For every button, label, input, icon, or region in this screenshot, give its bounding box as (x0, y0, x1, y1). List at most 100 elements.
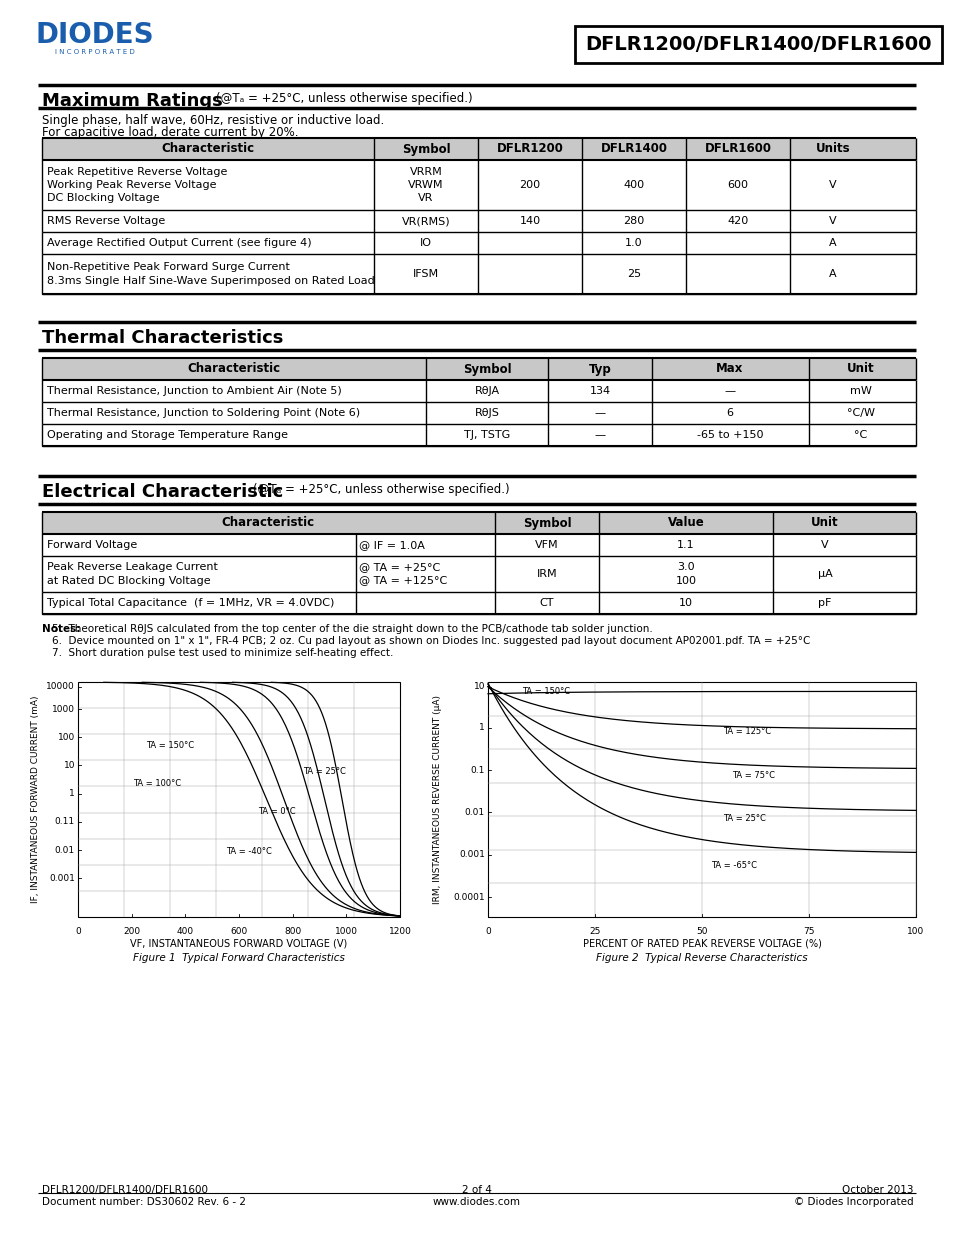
Text: 0.11: 0.11 (55, 818, 75, 826)
Text: 0: 0 (485, 927, 491, 936)
Text: Unit: Unit (846, 363, 874, 375)
Bar (42, 513, 915, 534)
Text: A: A (828, 238, 836, 248)
Text: 3.0: 3.0 (677, 562, 694, 573)
Text: 75: 75 (802, 927, 814, 936)
Text: TA = 125°C: TA = 125°C (722, 727, 771, 736)
Text: 400: 400 (622, 180, 644, 190)
Text: °C/W: °C/W (846, 408, 874, 417)
Text: 0.01: 0.01 (55, 846, 75, 855)
Text: 0.01: 0.01 (464, 808, 484, 816)
Text: Average Rectified Output Current (see figure 4): Average Rectified Output Current (see fi… (47, 238, 312, 248)
Text: 5.  Theoretical RθJS calculated from the top center of the die straight down to : 5. Theoretical RθJS calculated from the … (52, 624, 652, 634)
Text: 1000: 1000 (335, 927, 357, 936)
Text: IF, INSTANTANEOUS FORWARD CURRENT (mA): IF, INSTANTANEOUS FORWARD CURRENT (mA) (31, 695, 40, 903)
Text: Max: Max (716, 363, 743, 375)
Text: DFLR1400: DFLR1400 (599, 142, 667, 156)
Text: —: — (594, 430, 605, 440)
Text: 6: 6 (726, 408, 733, 417)
Text: Peak Repetitive Reverse Voltage: Peak Repetitive Reverse Voltage (47, 167, 227, 177)
Text: 100: 100 (58, 732, 75, 742)
Text: Forward Voltage: Forward Voltage (47, 540, 137, 550)
Text: 6.  Device mounted on 1" x 1", FR-4 PCB; 2 oz. Cu pad layout as shown on Diodes : 6. Device mounted on 1" x 1", FR-4 PCB; … (52, 636, 809, 646)
Text: 200: 200 (123, 927, 140, 936)
Text: (@Tₐ = +25°C, unless otherwise specified.): (@Tₐ = +25°C, unless otherwise specified… (253, 483, 509, 496)
Text: DFLR1200: DFLR1200 (497, 142, 563, 156)
Text: pF: pF (818, 598, 831, 608)
Text: 1200: 1200 (388, 927, 411, 936)
Text: VRRM: VRRM (409, 167, 442, 177)
Text: IO: IO (419, 238, 432, 248)
Text: 100: 100 (675, 576, 696, 585)
Text: Typ: Typ (588, 363, 611, 375)
Text: VR(RMS): VR(RMS) (401, 216, 450, 226)
Text: CT: CT (539, 598, 554, 608)
Text: @ IF = 1.0A: @ IF = 1.0A (358, 540, 424, 550)
Text: 8.3ms Single Half Sine-Wave Superimposed on Rated Load: 8.3ms Single Half Sine-Wave Superimposed… (47, 275, 375, 285)
Text: 0.001: 0.001 (458, 850, 484, 860)
Text: V: V (828, 180, 836, 190)
Text: For capacitive load, derate current by 20%.: For capacitive load, derate current by 2… (42, 126, 298, 140)
Text: RMS Reverse Voltage: RMS Reverse Voltage (47, 216, 165, 226)
Text: (@Tₐ = +25°C, unless otherwise specified.): (@Tₐ = +25°C, unless otherwise specified… (215, 91, 472, 105)
Text: TA = 25°C: TA = 25°C (722, 814, 765, 823)
Text: Thermal Resistance, Junction to Ambient Air (Note 5): Thermal Resistance, Junction to Ambient … (47, 387, 341, 396)
Text: TA = 75°C: TA = 75°C (731, 772, 774, 781)
Text: Symbol: Symbol (462, 363, 511, 375)
Text: Single phase, half wave, 60Hz, resistive or inductive load.: Single phase, half wave, 60Hz, resistive… (42, 114, 384, 127)
Text: 1: 1 (70, 789, 75, 798)
Text: Unit: Unit (810, 516, 838, 530)
Text: 100: 100 (906, 927, 923, 936)
Text: 600: 600 (230, 927, 248, 936)
Text: mW: mW (849, 387, 871, 396)
Text: 7.  Short duration pulse test used to minimize self-heating effect.: 7. Short duration pulse test used to min… (52, 648, 393, 658)
Text: 0.1: 0.1 (470, 766, 484, 774)
Bar (575, 26, 941, 63)
Text: VRWM: VRWM (408, 180, 443, 190)
Text: 1.0: 1.0 (624, 238, 642, 248)
Text: V: V (828, 216, 836, 226)
Text: Characteristic: Characteristic (161, 142, 254, 156)
Text: IRM: IRM (537, 569, 557, 579)
Text: —: — (723, 387, 735, 396)
Text: 140: 140 (518, 216, 540, 226)
Text: Characteristic: Characteristic (187, 363, 280, 375)
Text: μA: μA (817, 569, 832, 579)
Text: 420: 420 (726, 216, 748, 226)
Text: TJ, TSTG: TJ, TSTG (463, 430, 510, 440)
Text: DFLR1200/DFLR1400/DFLR1600
Document number: DS30602 Rev. 6 - 2: DFLR1200/DFLR1400/DFLR1600 Document numb… (42, 1186, 246, 1207)
Bar (42, 358, 915, 380)
Text: Units: Units (815, 142, 849, 156)
Text: 1.1: 1.1 (677, 540, 694, 550)
Text: TA = 100°C: TA = 100°C (132, 778, 181, 788)
Text: PERCENT OF RATED PEAK REVERSE VOLTAGE (%): PERCENT OF RATED PEAK REVERSE VOLTAGE (%… (582, 939, 821, 948)
Text: RθJS: RθJS (474, 408, 499, 417)
Text: 800: 800 (284, 927, 301, 936)
Text: VR: VR (417, 193, 434, 203)
Bar (488, 682, 915, 918)
Text: Non-Repetitive Peak Forward Surge Current: Non-Repetitive Peak Forward Surge Curren… (47, 263, 290, 273)
Text: 10: 10 (679, 598, 692, 608)
Text: 400: 400 (176, 927, 193, 936)
Text: 0.0001: 0.0001 (453, 893, 484, 902)
Text: Symbol: Symbol (522, 516, 571, 530)
Text: @ TA = +25°C: @ TA = +25°C (358, 562, 439, 573)
Text: Peak Reverse Leakage Current: Peak Reverse Leakage Current (47, 562, 217, 573)
Text: 10000: 10000 (46, 682, 75, 692)
Text: TA = 0°C: TA = 0°C (258, 806, 295, 816)
Text: VFM: VFM (535, 540, 558, 550)
Text: IRM, INSTANTANEOUS REVERSE CURRENT (μA): IRM, INSTANTANEOUS REVERSE CURRENT (μA) (433, 694, 442, 904)
Text: DIODES: DIODES (35, 21, 154, 49)
Text: °C: °C (854, 430, 866, 440)
Text: 1000: 1000 (52, 704, 75, 714)
Text: Electrical Characteristic: Electrical Characteristic (42, 483, 283, 501)
Text: 0: 0 (75, 927, 81, 936)
Text: 10: 10 (473, 682, 484, 692)
Text: I N C O R P O R A T E D: I N C O R P O R A T E D (55, 49, 134, 56)
Text: A: A (828, 269, 836, 279)
Text: 280: 280 (622, 216, 644, 226)
Text: Thermal Resistance, Junction to Soldering Point (Note 6): Thermal Resistance, Junction to Solderin… (47, 408, 359, 417)
Text: Characteristic: Characteristic (221, 516, 314, 530)
Text: at Rated DC Blocking Voltage: at Rated DC Blocking Voltage (47, 576, 211, 585)
Text: 2 of 4
www.diodes.com: 2 of 4 www.diodes.com (433, 1186, 520, 1207)
